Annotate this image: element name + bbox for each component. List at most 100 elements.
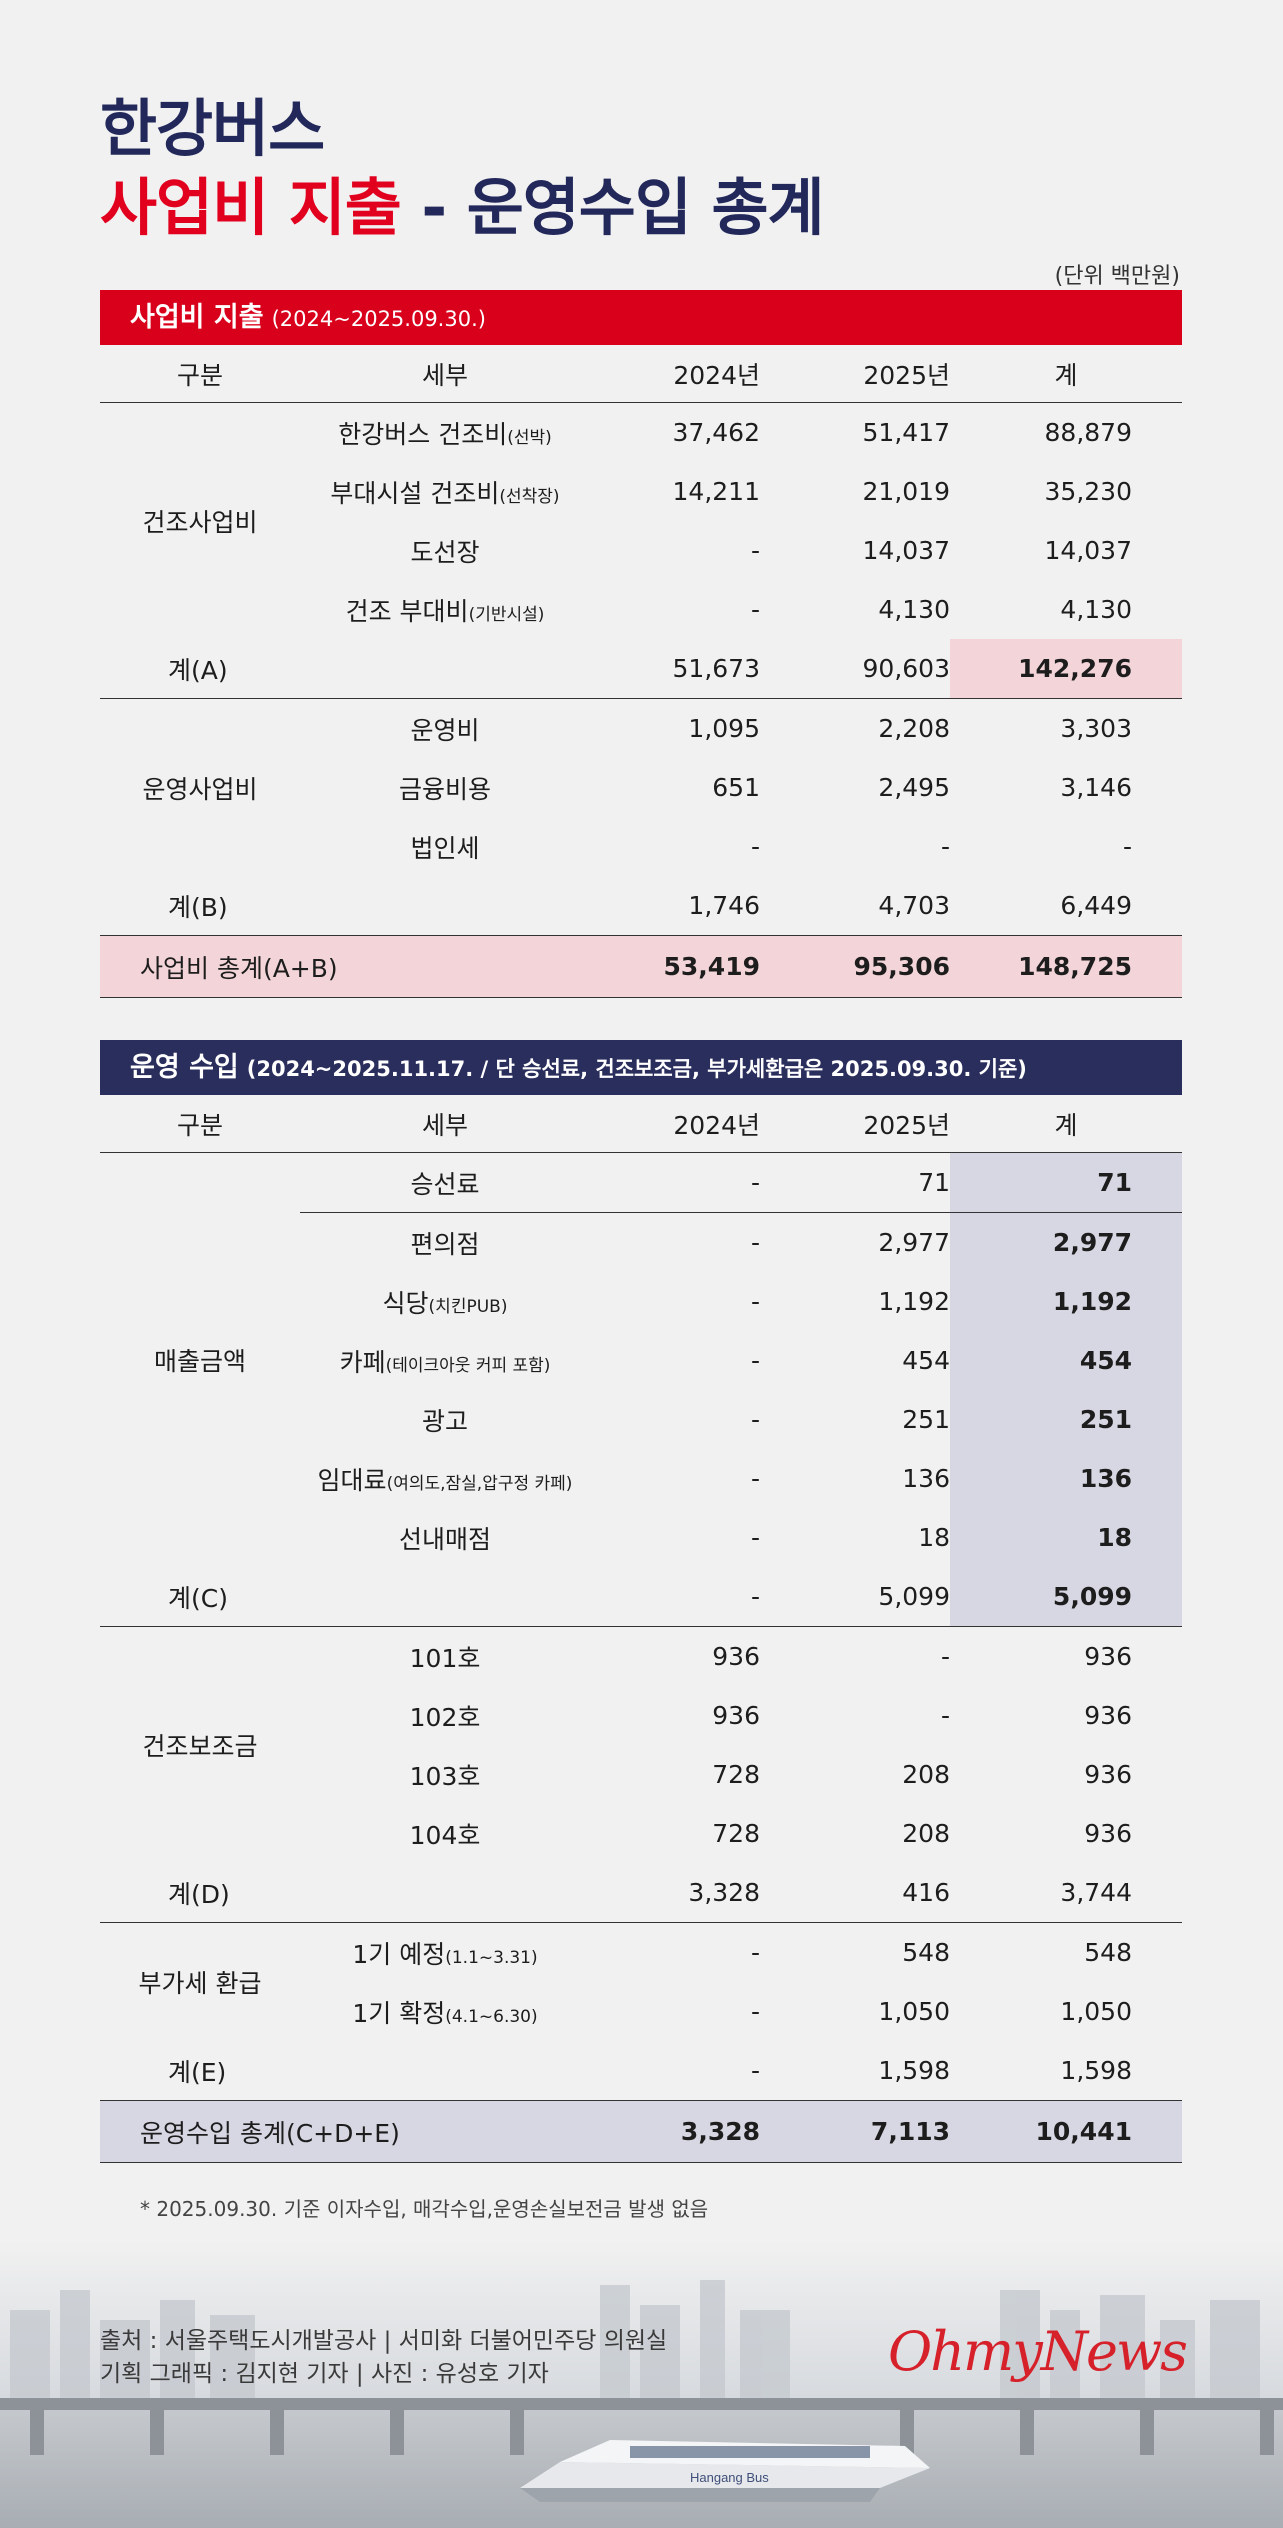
category-label: 매출금액 (153, 1347, 246, 1376)
value-2024: 728 (712, 1819, 760, 1848)
detail-label: 법인세 (410, 833, 480, 863)
value-total: 6,449 (950, 876, 1182, 936)
detail-name: 1기 확정 (352, 1998, 446, 2028)
detail-name: 1기 예정 (352, 1939, 446, 1969)
subtotal-label: 계(A) (100, 639, 590, 699)
subtotal-label: 계(D) (100, 1863, 590, 1923)
bridge (0, 2398, 1283, 2455)
col-detail: 세부 (300, 1095, 590, 1153)
table-row: 건조사업비 한강버스 건조비(선박) 37,462 51,417 88,879 (100, 403, 1182, 537)
table-row: 1기 확정(4.1~6.30) - 1,050 1,050 (100, 1982, 1182, 2041)
source-credits: 출처 : 서울주택도시개발공사 | 서미화 더불어민주당 의원실 기획 그래픽 … (100, 2325, 667, 2391)
detail-label: 금융비용 (398, 774, 491, 804)
table-row: 건조보조금 101호 936 - 936 (100, 1627, 1182, 1761)
footnote: * 2025.09.30. 기준 이자수입, 매각수입,운영손실보전금 발생 없… (140, 2197, 709, 2221)
value-total: 3,146 (1060, 773, 1132, 802)
detail-name: 한강버스 건조비 (338, 419, 508, 449)
value-2025: 208 (902, 1760, 950, 1789)
value-2024: - (590, 1152, 760, 1213)
title-line1: 한강버스 (100, 92, 325, 165)
table-header: 구분 세부 2024년 2025년 계 (100, 345, 1182, 403)
value-2024: 1,095 (688, 714, 760, 743)
detail-name: 카페 (339, 1347, 386, 1377)
col-total: 계 (950, 1095, 1182, 1153)
detail-label: 선내매점 (398, 1524, 491, 1554)
detail-name: 도선장 (410, 537, 480, 567)
value-2024: 936 (712, 1642, 760, 1671)
table-row: 운영사업비 운영비 1,095 2,208 3,303 (100, 699, 1182, 804)
category-label: 건조보조금 (142, 1732, 258, 1761)
value-2024: - (750, 832, 760, 861)
detail-label: 101호 (409, 1643, 481, 1673)
detail-label: 임대료(여의도,잠실,압구정 카페) (300, 1449, 590, 1508)
detail-label: 카페(테이크아웃 커피 포함) (300, 1331, 590, 1390)
value-total: - (1122, 832, 1132, 861)
detail-label: 광고 (421, 1406, 468, 1436)
value-2025: 18 (918, 1523, 950, 1552)
detail-note: (기반시설) (468, 604, 545, 625)
value-2025: 251 (902, 1405, 950, 1434)
value-total: 14,037 (1044, 536, 1132, 565)
value-2025: - (940, 1701, 950, 1730)
col-2025: 2025년 (760, 345, 950, 403)
value-2024: - (750, 1287, 760, 1316)
value-2025: - (940, 832, 950, 861)
subtotal-label: 계(B) (100, 876, 590, 936)
col-category: 구분 (100, 1095, 300, 1153)
value-2025: 208 (902, 1819, 950, 1848)
revenue-bar-title: 운영 수입 (130, 1052, 239, 1083)
value-2024: - (750, 2056, 760, 2085)
col-category: 구분 (100, 345, 300, 403)
col-detail: 세부 (300, 345, 590, 403)
title-dash: - (400, 171, 467, 244)
value-2025: 136 (902, 1464, 950, 1493)
value-total: 251 (950, 1390, 1182, 1449)
table-row: 법인세 - - - (100, 817, 1182, 876)
table-row: 편의점 - 2,977 2,977 (100, 1212, 1182, 1272)
value-total: 936 (1084, 1701, 1132, 1730)
value-total: 18 (950, 1508, 1182, 1567)
detail-label: 건조 부대비(기반시설) (300, 580, 590, 639)
grand-total-label: 운영수입 총계(C+D+E) (100, 2100, 590, 2163)
subtotal-label: 계(C) (100, 1567, 590, 1627)
value-total: 3,303 (1060, 714, 1132, 743)
value-total: 1,598 (1060, 2056, 1132, 2085)
value-2024: - (590, 1567, 760, 1627)
value-total: 71 (950, 1152, 1182, 1213)
value-2025: 454 (902, 1346, 950, 1375)
table-row: 건조 부대비(기반시설) - 4,130 4,130 (100, 580, 1182, 639)
detail-label: 운영비 (410, 715, 480, 745)
value-2024: 53,419 (590, 935, 760, 998)
value-2025: 95,306 (760, 935, 950, 998)
value-2024: 936 (712, 1701, 760, 1730)
detail-label: 104호 (409, 1820, 481, 1850)
value-total: 10,441 (950, 2100, 1182, 2163)
detail-note: (4.1~6.30) (445, 2006, 538, 2027)
table-row: 부가세 환급 1기 예정(1.1~3.31) - 548 548 (100, 1923, 1182, 1998)
credit-line: 기획 그래픽 : 김지현 기자 | 사진 : 유성호 기자 (100, 2361, 549, 2387)
value-2025: 5,099 (760, 1567, 950, 1627)
ohmynews-logo: OhmyNews (888, 2320, 1188, 2383)
detail-name: 부대시설 건조비 (330, 478, 500, 508)
ferry (520, 2440, 930, 2502)
subtotal-row: 계(B) 1,746 4,703 6,449 (100, 876, 1182, 936)
value-2025: 548 (902, 1938, 950, 1967)
value-2025: 14,037 (862, 536, 950, 565)
col-2024: 2024년 (590, 345, 760, 403)
expense-section: 사업비 지출 (2024~2025.09.30.) 구분 세부 2024년 202… (100, 290, 1182, 998)
category-label: 운영사업비 (142, 774, 258, 804)
ferry-label: Hangang Bus (690, 2470, 769, 2485)
value-2024: 14,211 (672, 477, 760, 506)
table-row: 카페(테이크아웃 커피 포함) - 454 454 (100, 1331, 1182, 1390)
detail-label: 1기 예정(1.1~3.31) (300, 1923, 590, 1983)
value-2025: 51,417 (862, 418, 950, 447)
subtotal-row: 계(A) 51,673 90,603 142,276 (100, 639, 1182, 699)
grand-total-row: 운영수입 총계(C+D+E) 3,328 7,113 10,441 (100, 2100, 1182, 2163)
value-total: 1,192 (950, 1272, 1182, 1331)
subtotal-row: 계(D) 3,328 416 3,744 (100, 1863, 1182, 1923)
value-total: 35,230 (1044, 477, 1132, 506)
value-2025: - (940, 1642, 950, 1671)
value-2024: - (750, 536, 760, 565)
value-total: 148,725 (950, 935, 1182, 998)
expense-bar-period: (2024~2025.09.30.) (271, 307, 486, 331)
